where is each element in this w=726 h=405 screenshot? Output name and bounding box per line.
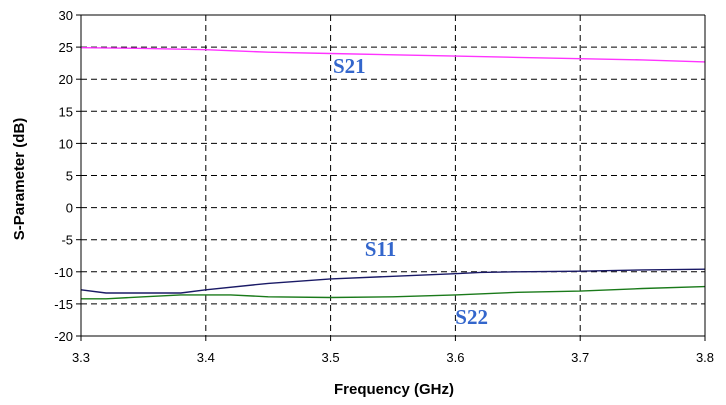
y-tick-label: 25 — [59, 40, 73, 55]
series-line-s11 — [80, 268, 706, 294]
x-axis-title: Frequency (GHz) — [334, 381, 454, 398]
y-tick-label: 30 — [59, 8, 73, 23]
series-label-s11: S11 — [365, 237, 397, 261]
series-label-s22: S22 — [455, 305, 488, 329]
label-layer: S21 S11 S22 — [333, 54, 488, 329]
x-tick-label: 3.8 — [696, 350, 714, 365]
y-tick-label: 0 — [66, 201, 73, 216]
y-tick-label: -15 — [54, 297, 73, 312]
y-tick-label: -5 — [61, 233, 73, 248]
x-tick-label: 3.7 — [571, 350, 589, 365]
grid-layer — [81, 15, 705, 336]
x-tick-label: 3.6 — [446, 350, 464, 365]
series-line-s22 — [81, 285, 706, 300]
series-layer — [80, 47, 706, 300]
y-tick-label: 10 — [59, 136, 73, 151]
x-tick-label: 3.4 — [197, 350, 215, 365]
y-tick-label: 20 — [59, 72, 73, 87]
x-tick-label: 3.5 — [322, 350, 340, 365]
series-label-s21: S21 — [333, 54, 366, 78]
y-axis-title: S-Parameter (dB) — [11, 118, 28, 241]
y-tick-label: -10 — [54, 265, 73, 280]
x-tick-label: 3.3 — [72, 350, 90, 365]
y-tick-label: -20 — [54, 329, 73, 344]
axis-layer: -20 -15 -10 -5 0 5 10 15 20 25 30 3.3 3.4 3.5 3.6 3.7 3.… — [54, 8, 714, 365]
y-tick-label: 15 — [59, 104, 73, 119]
series-line-s21 — [80, 47, 706, 63]
y-tick-label: 5 — [66, 169, 73, 184]
